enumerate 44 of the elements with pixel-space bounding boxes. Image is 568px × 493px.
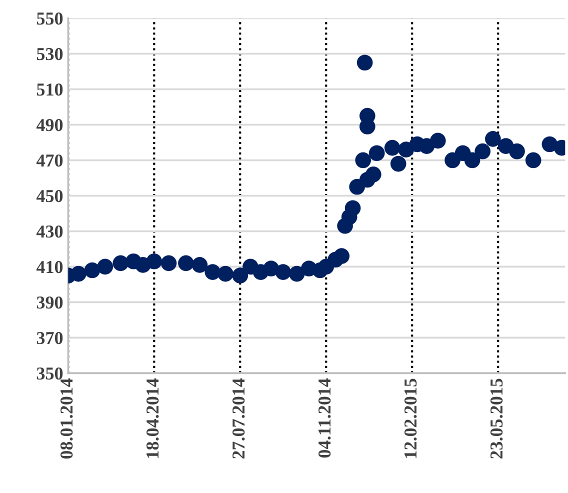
y-tick-label: 390 [36,296,63,309]
y-tick-label: 530 [36,48,63,60]
y-tick-label: 550 [36,12,63,25]
point [288,266,305,282]
point [97,258,114,275]
point [192,257,208,273]
point [355,152,372,168]
point [356,54,373,71]
point [112,255,129,272]
point [146,253,162,270]
point [485,131,501,147]
point [344,200,361,216]
point [160,255,177,272]
y-tick-label: 430 [36,225,63,238]
x-tick-label: 12.02.2015 [404,378,417,458]
point [232,268,248,284]
point [464,152,480,168]
y-tick-label: 510 [36,83,63,96]
point [178,255,194,272]
x-tick-label: 18.04.2014 [146,378,159,458]
point [365,166,382,182]
point [390,156,406,172]
point [84,262,100,278]
x-tick-label: 23.05.2015 [490,378,503,459]
point [430,132,446,149]
point [204,264,221,280]
point [218,266,234,282]
point [368,145,385,162]
y-tick-label: 450 [36,190,63,202]
point [384,140,400,156]
x-tick-label: 27.07.2014 [232,378,245,459]
y-tick-label: 470 [36,154,63,167]
point [275,264,292,280]
point [70,266,86,282]
y-tick-label: 350 [36,367,63,380]
y-tick-label: 370 [36,332,63,344]
point [474,143,491,160]
x-tick-label: 04.11.2014 [318,378,331,458]
point [525,152,542,168]
x-tick-label: 08.01.2014 [60,378,73,459]
point [334,248,350,264]
point [509,143,525,160]
y-tick-label: 490 [36,118,63,132]
y-tick-label: 410 [36,260,63,274]
